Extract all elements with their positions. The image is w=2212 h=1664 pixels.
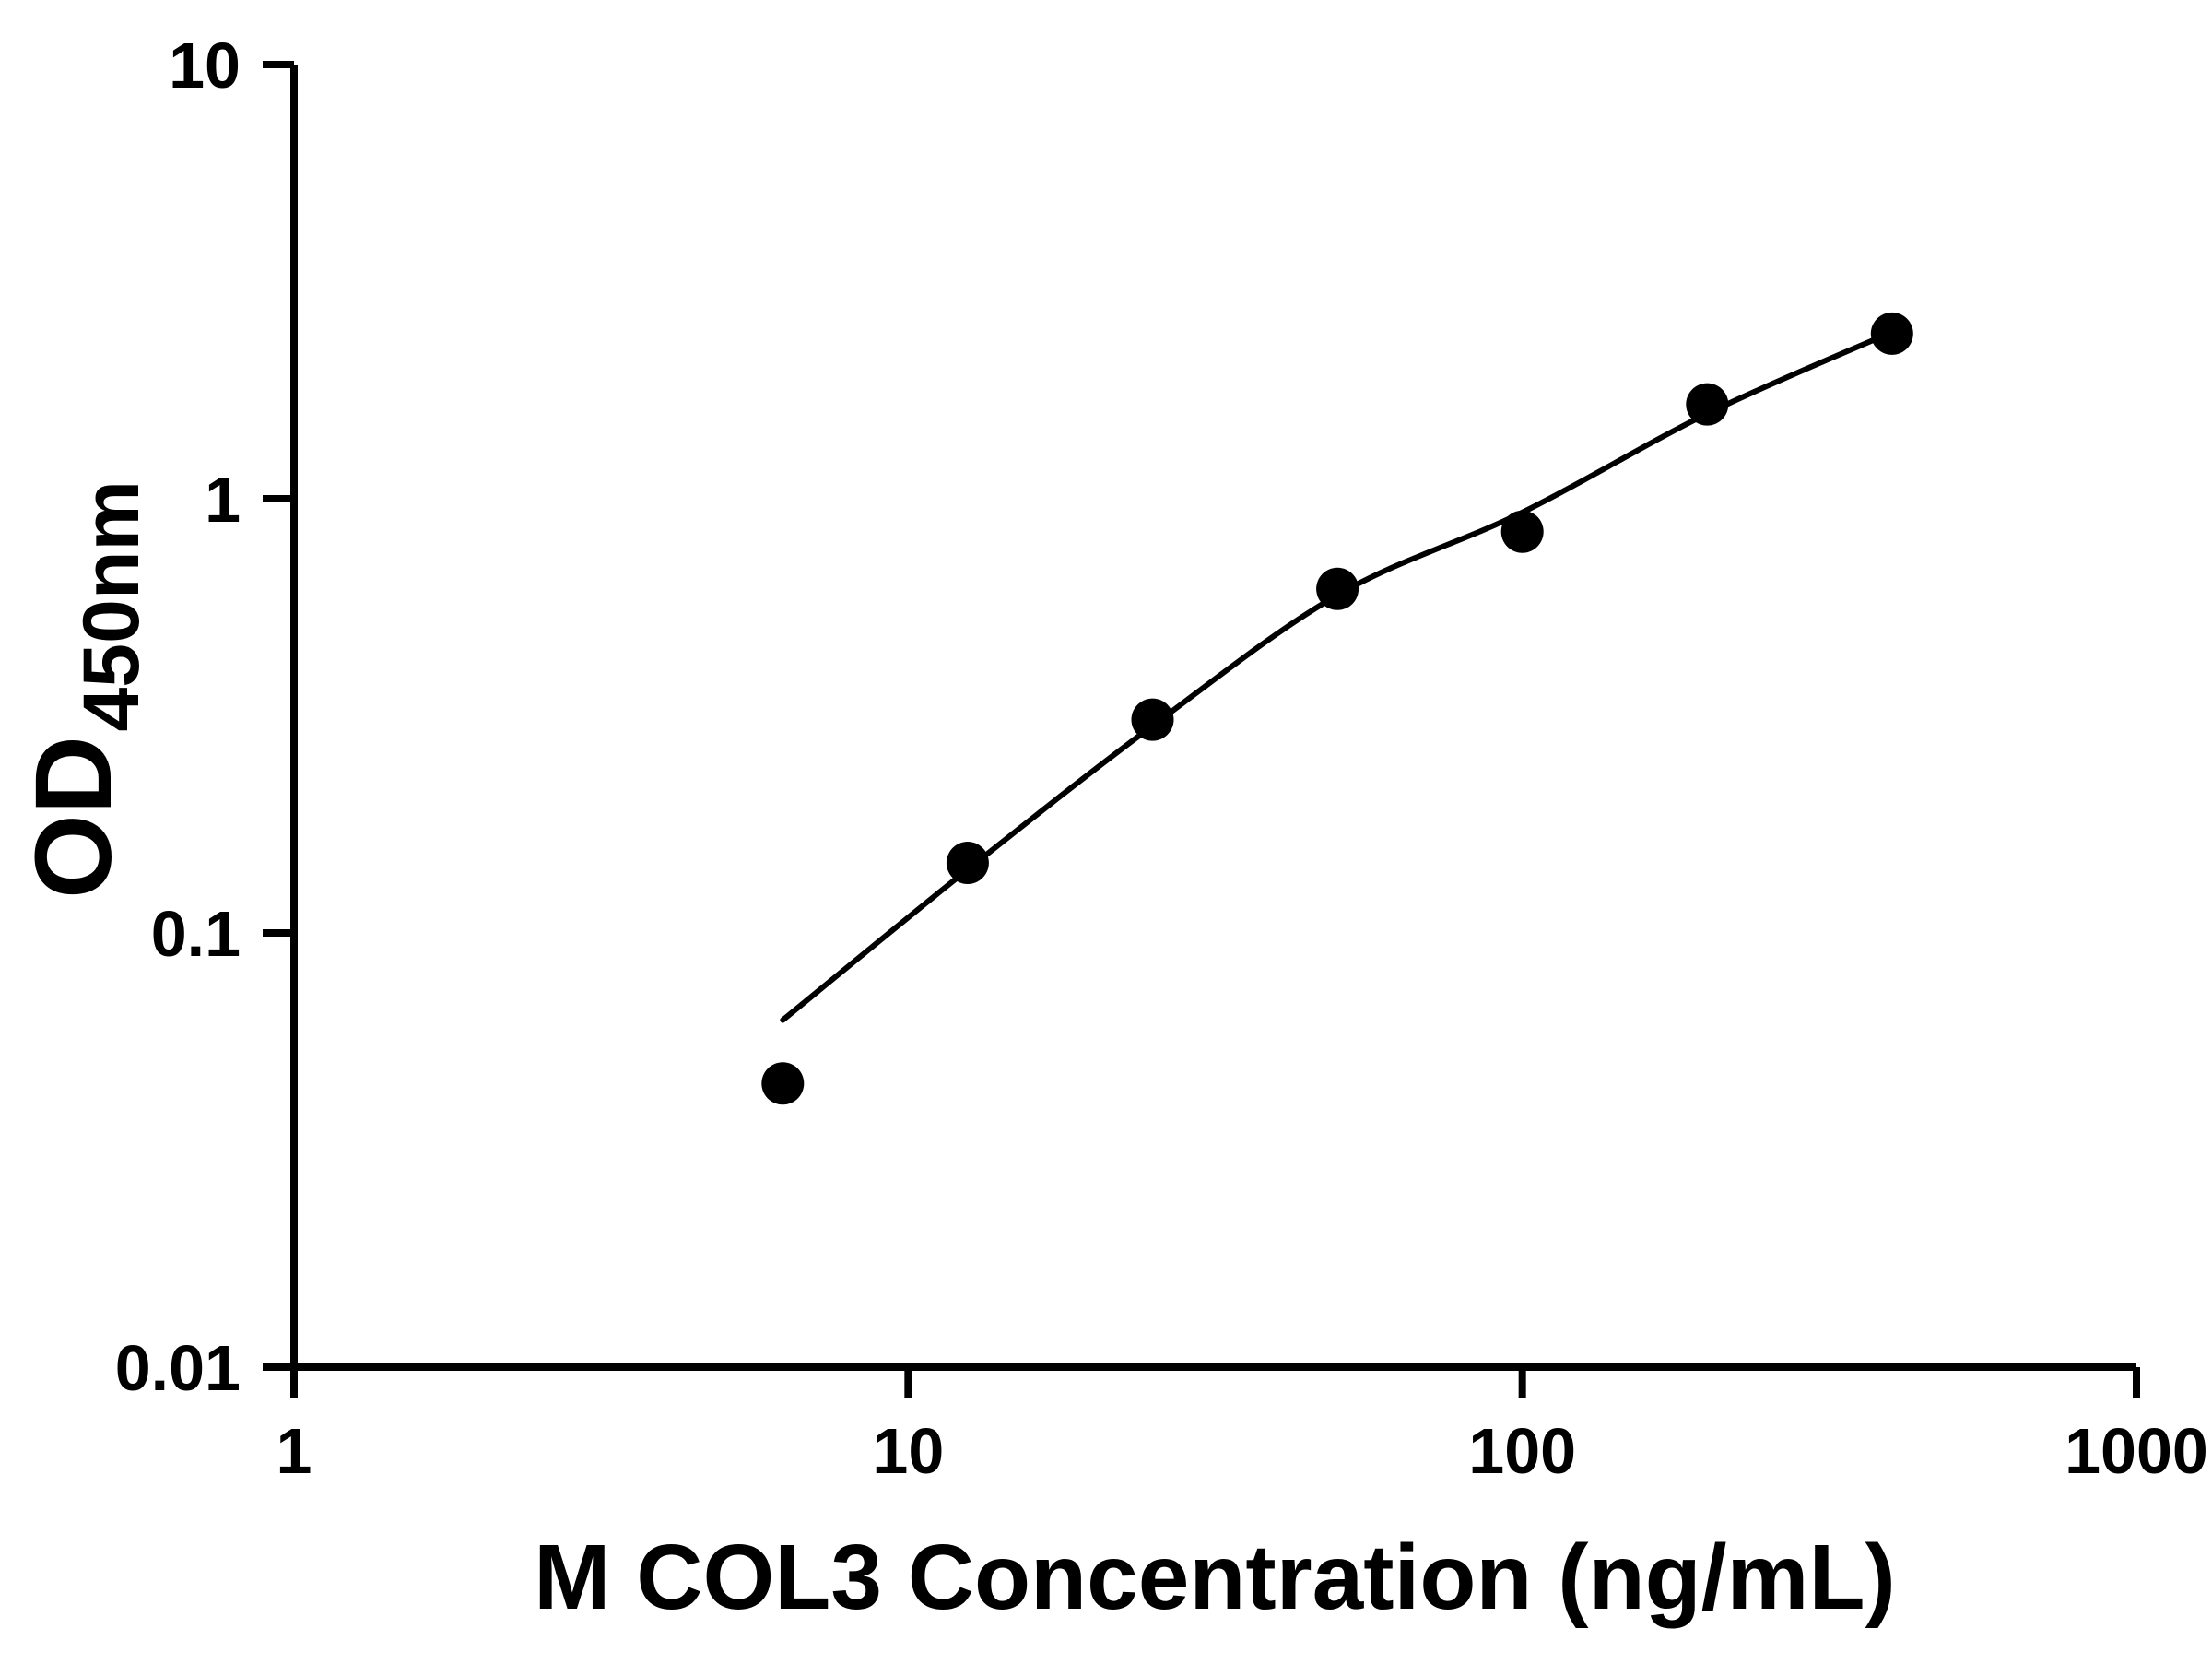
- data-point: [946, 842, 989, 884]
- y-axis-ticks: 0.01 0.1 1 10: [115, 30, 294, 1404]
- data-point: [1316, 567, 1359, 610]
- y-axis-title: OD 450nm: [13, 480, 156, 899]
- fit-curve: [780, 329, 1895, 1023]
- x-tick-label: 10: [872, 1415, 944, 1487]
- data-point: [1131, 698, 1174, 741]
- data-point: [1686, 383, 1729, 426]
- y-axis-title-subscript: 450nm: [67, 480, 156, 732]
- x-tick-label: 100: [1468, 1415, 1576, 1487]
- axes-spine: [290, 65, 2136, 1371]
- x-tick-label: 1: [276, 1415, 312, 1487]
- data-points: [761, 312, 1913, 1105]
- y-tick-label: 1: [205, 464, 241, 536]
- data-point: [761, 1062, 805, 1105]
- x-axis-ticks: 1 10 100 1000: [276, 1367, 2208, 1487]
- y-tick-label: 0.01: [115, 1332, 241, 1404]
- y-tick-label: 0.1: [151, 898, 241, 970]
- y-tick-label: 10: [169, 30, 241, 101]
- x-tick-label: 1000: [2065, 1415, 2208, 1487]
- data-point: [1870, 312, 1913, 355]
- data-point: [1500, 510, 1544, 553]
- x-axis-title: M COL3 Concentration (ng/mL): [534, 1526, 1896, 1629]
- y-axis-title-main: OD: [13, 736, 135, 899]
